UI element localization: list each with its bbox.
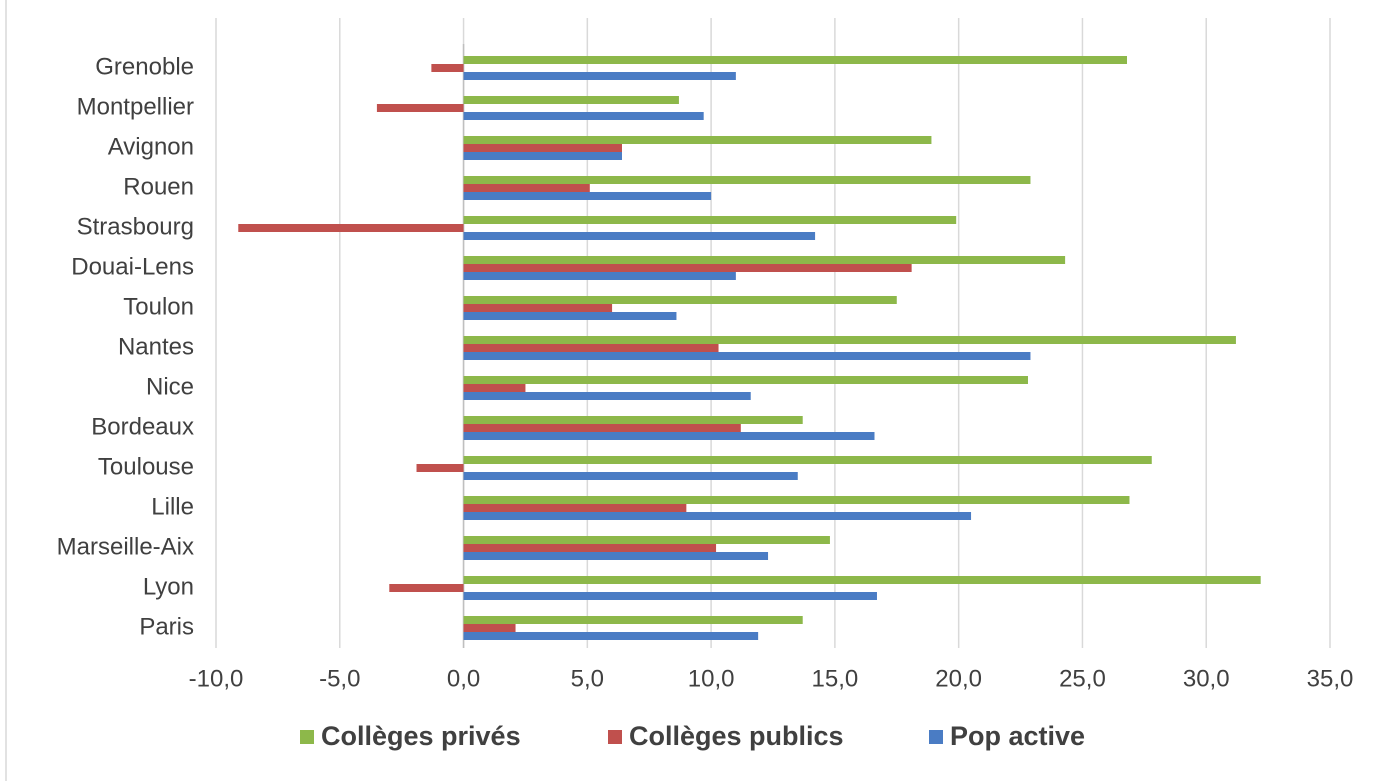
bar [463, 632, 759, 640]
category-label: Grenoble [95, 53, 194, 80]
bar [463, 576, 1261, 584]
bar [463, 184, 590, 192]
category-label: Douai-Lens [71, 253, 194, 280]
bar [463, 552, 769, 560]
x-tick-label: 20,0 [935, 665, 982, 692]
bar [463, 376, 1028, 384]
x-tick-label: 35,0 [1307, 665, 1354, 692]
legend-label: Collèges privés [321, 721, 521, 751]
category-label: Marseille-Aix [57, 533, 194, 560]
category-label: Montpellier [77, 93, 194, 120]
x-tick-label: -10,0 [189, 665, 244, 692]
bar [238, 224, 464, 232]
bar [463, 272, 736, 280]
x-tick-label: 0,0 [447, 665, 480, 692]
category-label: Strasbourg [77, 213, 194, 240]
bar [463, 136, 932, 144]
bar [463, 96, 679, 104]
bar [463, 56, 1128, 64]
bar [463, 232, 816, 240]
bar [463, 392, 751, 400]
category-label: Lille [151, 493, 194, 520]
bar [463, 312, 677, 320]
bar [463, 112, 704, 120]
x-axis-tick-labels: -10,0 -5,0 0,0 5,0 10,0 15,0 20,0 25,0 30,0 35,0 [189, 665, 1354, 692]
category-labels: Grenoble Montpellier Avignon Rouen Strasbour… [57, 53, 194, 640]
bar [463, 352, 1031, 360]
gridlines [215, 18, 1331, 648]
bar [463, 432, 875, 440]
bar [463, 544, 717, 552]
category-label: Bordeaux [91, 413, 194, 440]
bar [463, 256, 1066, 264]
bar [463, 176, 1031, 184]
x-tick-label: 25,0 [1059, 665, 1106, 692]
bar [463, 456, 1152, 464]
bar [463, 72, 736, 80]
x-tick-label: 10,0 [688, 665, 735, 692]
bar [463, 472, 798, 480]
bar [416, 464, 464, 472]
bar [463, 424, 741, 432]
bar [463, 264, 912, 272]
bar [463, 592, 877, 600]
bar [431, 64, 464, 72]
bar [463, 296, 897, 304]
bar [463, 144, 622, 152]
legend: Collèges privés Collèges publics Pop activ… [300, 721, 1085, 751]
bar [463, 216, 957, 224]
bar [389, 584, 464, 592]
bar [463, 344, 719, 352]
legend-swatch [608, 730, 622, 744]
bar [463, 336, 1236, 344]
bar [376, 104, 464, 112]
bar [463, 192, 712, 200]
legend-swatch [929, 730, 943, 744]
bar [463, 384, 526, 392]
legend-label: Collèges publics [629, 721, 844, 751]
legend-label: Pop active [950, 721, 1085, 751]
x-tick-label: 30,0 [1183, 665, 1230, 692]
category-label: Rouen [123, 173, 194, 200]
bar [463, 496, 1130, 504]
category-label: Toulouse [98, 453, 194, 480]
bar [463, 536, 830, 544]
bar [463, 624, 516, 632]
bar [463, 512, 972, 520]
bars [238, 56, 1261, 640]
category-label: Avignon [108, 133, 194, 160]
legend-swatch [300, 730, 314, 744]
bar [463, 416, 803, 424]
bar [463, 152, 622, 160]
category-label: Nantes [118, 333, 194, 360]
bar [463, 504, 687, 512]
category-label: Lyon [143, 573, 194, 600]
x-tick-label: -5,0 [319, 665, 360, 692]
category-label: Nice [146, 373, 194, 400]
x-tick-label: 5,0 [571, 665, 604, 692]
category-label: Toulon [123, 293, 194, 320]
bar [463, 304, 613, 312]
bar [463, 616, 803, 624]
x-tick-label: 15,0 [812, 665, 859, 692]
category-label: Paris [139, 613, 194, 640]
